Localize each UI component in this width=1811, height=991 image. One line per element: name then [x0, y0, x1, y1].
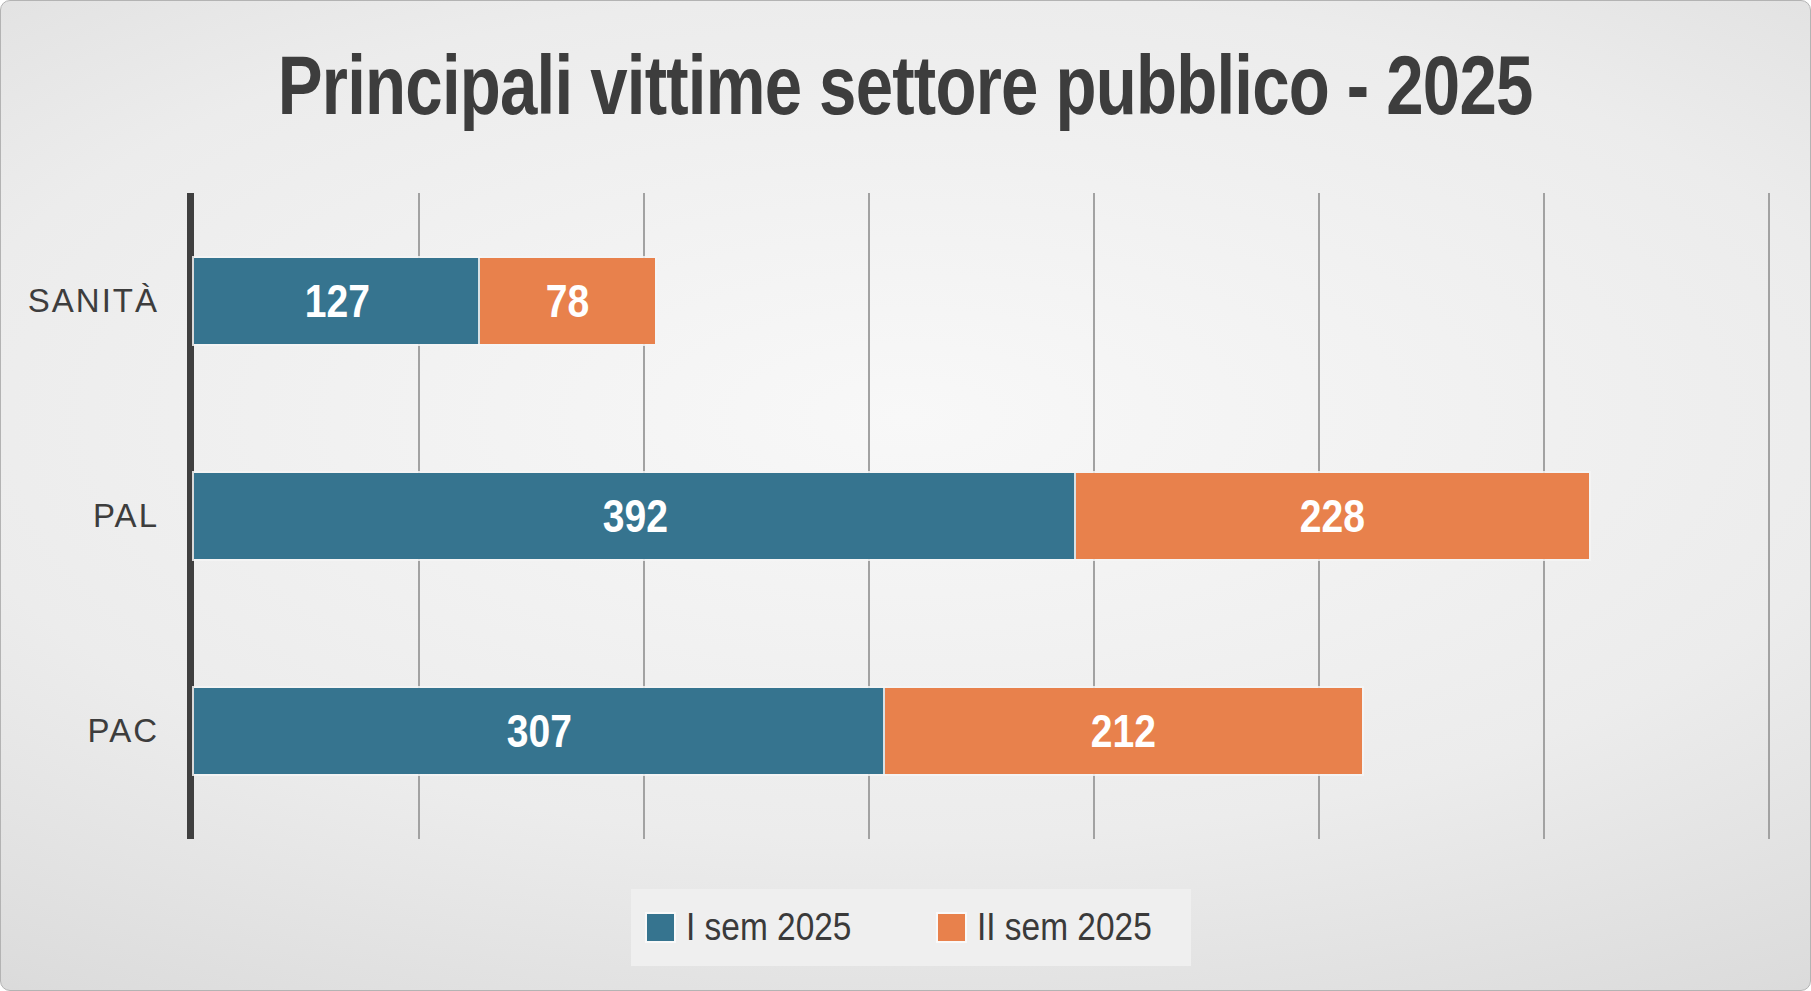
bar-value-label: 212 [1091, 704, 1156, 758]
bar-segment-pac-series-2: 212 [885, 688, 1362, 774]
legend-swatch-icon [938, 914, 965, 941]
bar-value-label: 127 [304, 274, 369, 328]
bar-value-label: 307 [507, 704, 572, 758]
bar-row-pac: 307 212 [194, 688, 1794, 774]
bar-value-label: 392 [602, 489, 667, 543]
category-label-sanità: SANITÀ [1, 277, 159, 325]
plot-area: 127 78 392 228 307 212 [194, 193, 1794, 839]
bar-segment-pal-series-2: 228 [1076, 473, 1589, 559]
bar-segment-sanità-series-1: 127 [194, 258, 480, 344]
bar-value-label: 228 [1300, 489, 1365, 543]
y-axis-line [187, 193, 194, 839]
chart-title: Principali vittime settore pubblico - 20… [278, 37, 1533, 134]
bar-value-label: 78 [546, 274, 589, 328]
bar-segment-pal-series-1: 392 [194, 473, 1076, 559]
legend-label: I sem 2025 [686, 906, 851, 949]
legend-item-2: II sem 2025 [938, 906, 1176, 949]
bar-row-pal: 392 228 [194, 473, 1794, 559]
bar-row-sanità: 127 78 [194, 258, 1794, 344]
legend-label: II sem 2025 [977, 906, 1152, 949]
category-label-pal: PAL [1, 492, 159, 540]
bar-segment-pac-series-1: 307 [194, 688, 885, 774]
legend-swatch-icon [647, 914, 674, 941]
category-label-pac: PAC [1, 707, 159, 755]
chart-title-container: Principali vittime settore pubblico - 20… [1, 37, 1810, 134]
legend: I sem 2025 II sem 2025 [631, 889, 1191, 966]
chart-canvas: Principali vittime settore pubblico - 20… [0, 0, 1811, 991]
bar-segment-sanità-series-2: 78 [480, 258, 656, 344]
legend-item-1: I sem 2025 [647, 906, 874, 949]
